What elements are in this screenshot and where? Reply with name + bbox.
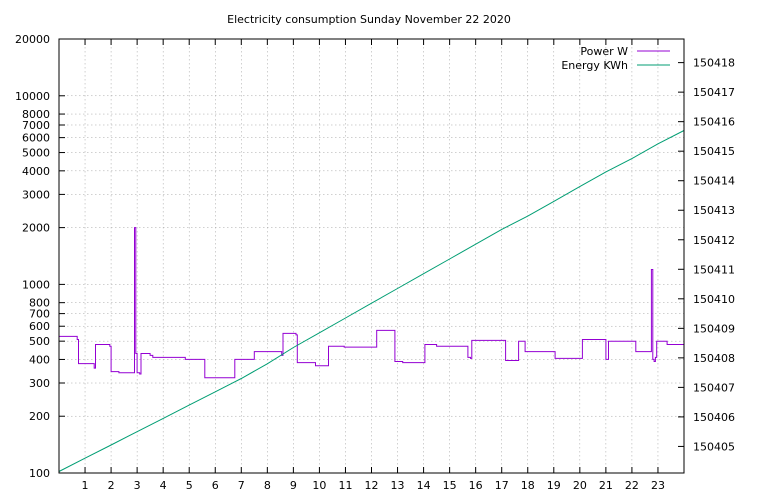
x-tick-label: 14 — [417, 479, 431, 492]
x-tick-label: 15 — [443, 479, 457, 492]
y-right-tick-label: 150406 — [693, 411, 735, 424]
x-tick-label: 1 — [82, 479, 89, 492]
x-tick-label: 7 — [238, 479, 245, 492]
plot-frame — [58, 38, 685, 474]
series-line-power — [59, 227, 684, 379]
x-tick-label: 6 — [212, 479, 219, 492]
y-right-tick-label: 150416 — [693, 116, 735, 129]
y-right-tick-label: 150413 — [693, 204, 735, 217]
y-left-tick-label: 300 — [29, 377, 50, 390]
x-tick-label: 16 — [469, 479, 483, 492]
y-left-tick-label: 100 — [29, 467, 50, 480]
y-right-tick-label: 150409 — [693, 322, 735, 335]
y-right-tick-label: 150417 — [693, 86, 735, 99]
x-tick-label: 9 — [290, 479, 297, 492]
y-right-tick-label: 150412 — [693, 234, 735, 247]
y-right-tick-label: 150408 — [693, 352, 735, 365]
y-right-tick-label: 150405 — [693, 440, 735, 453]
y-left-tick-label: 500 — [29, 335, 50, 348]
x-tick-label: 20 — [573, 479, 587, 492]
x-tick-label: 19 — [547, 479, 561, 492]
x-tick-label: 3 — [134, 479, 141, 492]
x-tick-label: 17 — [495, 479, 509, 492]
x-tick-label: 8 — [264, 479, 271, 492]
y-right-tick-label: 150410 — [693, 293, 735, 306]
x-tick-label: 11 — [338, 479, 352, 492]
y-left-tick-label: 10000 — [15, 90, 50, 103]
legend-label-power: Power W — [580, 45, 628, 58]
series-layer — [58, 130, 685, 472]
x-tick-label: 22 — [625, 479, 639, 492]
y-left-tick-label: 7000 — [22, 119, 50, 132]
y-left-tick-label: 1000 — [22, 278, 50, 291]
y-right-tick-label: 150418 — [693, 57, 735, 70]
x-tick-label: 10 — [312, 479, 326, 492]
y-left-tick-label: 4000 — [22, 165, 50, 178]
chart-title: Electricity consumption Sunday November … — [227, 13, 511, 26]
y-left-tick-label: 600 — [29, 320, 50, 333]
x-tick-label: 4 — [160, 479, 167, 492]
x-tick-label: 23 — [651, 479, 665, 492]
y-left-tick-label: 700 — [29, 308, 50, 321]
axes: 1 2 3 4 5 6 7 8 9 10 11 12 13 14 15 16 17 18 19 20 21 22 23100… — [15, 33, 735, 492]
y-right-tick-label: 150411 — [693, 263, 735, 276]
x-tick-label: 12 — [365, 479, 379, 492]
y-left-tick-label: 200 — [29, 410, 50, 423]
y-left-tick-label: 8000 — [22, 108, 50, 121]
x-tick-label: 21 — [599, 479, 613, 492]
y-right-tick-label: 150407 — [693, 381, 735, 394]
x-tick-label: 2 — [108, 479, 115, 492]
x-tick-label: 5 — [186, 479, 193, 492]
y-left-tick-label: 6000 — [22, 132, 50, 145]
y-left-tick-label: 5000 — [22, 147, 50, 160]
y-left-tick-label: 3000 — [22, 188, 50, 201]
y-left-tick-label: 20000 — [15, 33, 50, 46]
legend-label-energy: Energy KWh — [561, 59, 628, 72]
y-left-tick-label: 2000 — [22, 222, 50, 235]
x-tick-label: 18 — [521, 479, 535, 492]
y-left-tick-label: 800 — [29, 297, 50, 310]
y-right-tick-label: 150415 — [693, 145, 735, 158]
y-left-tick-label: 400 — [29, 353, 50, 366]
x-tick-label: 13 — [391, 479, 405, 492]
series-line-energy — [58, 130, 685, 472]
y-right-tick-label: 150414 — [693, 175, 735, 188]
grid — [59, 38, 684, 474]
legend: Power W Energy KWh — [561, 45, 670, 72]
